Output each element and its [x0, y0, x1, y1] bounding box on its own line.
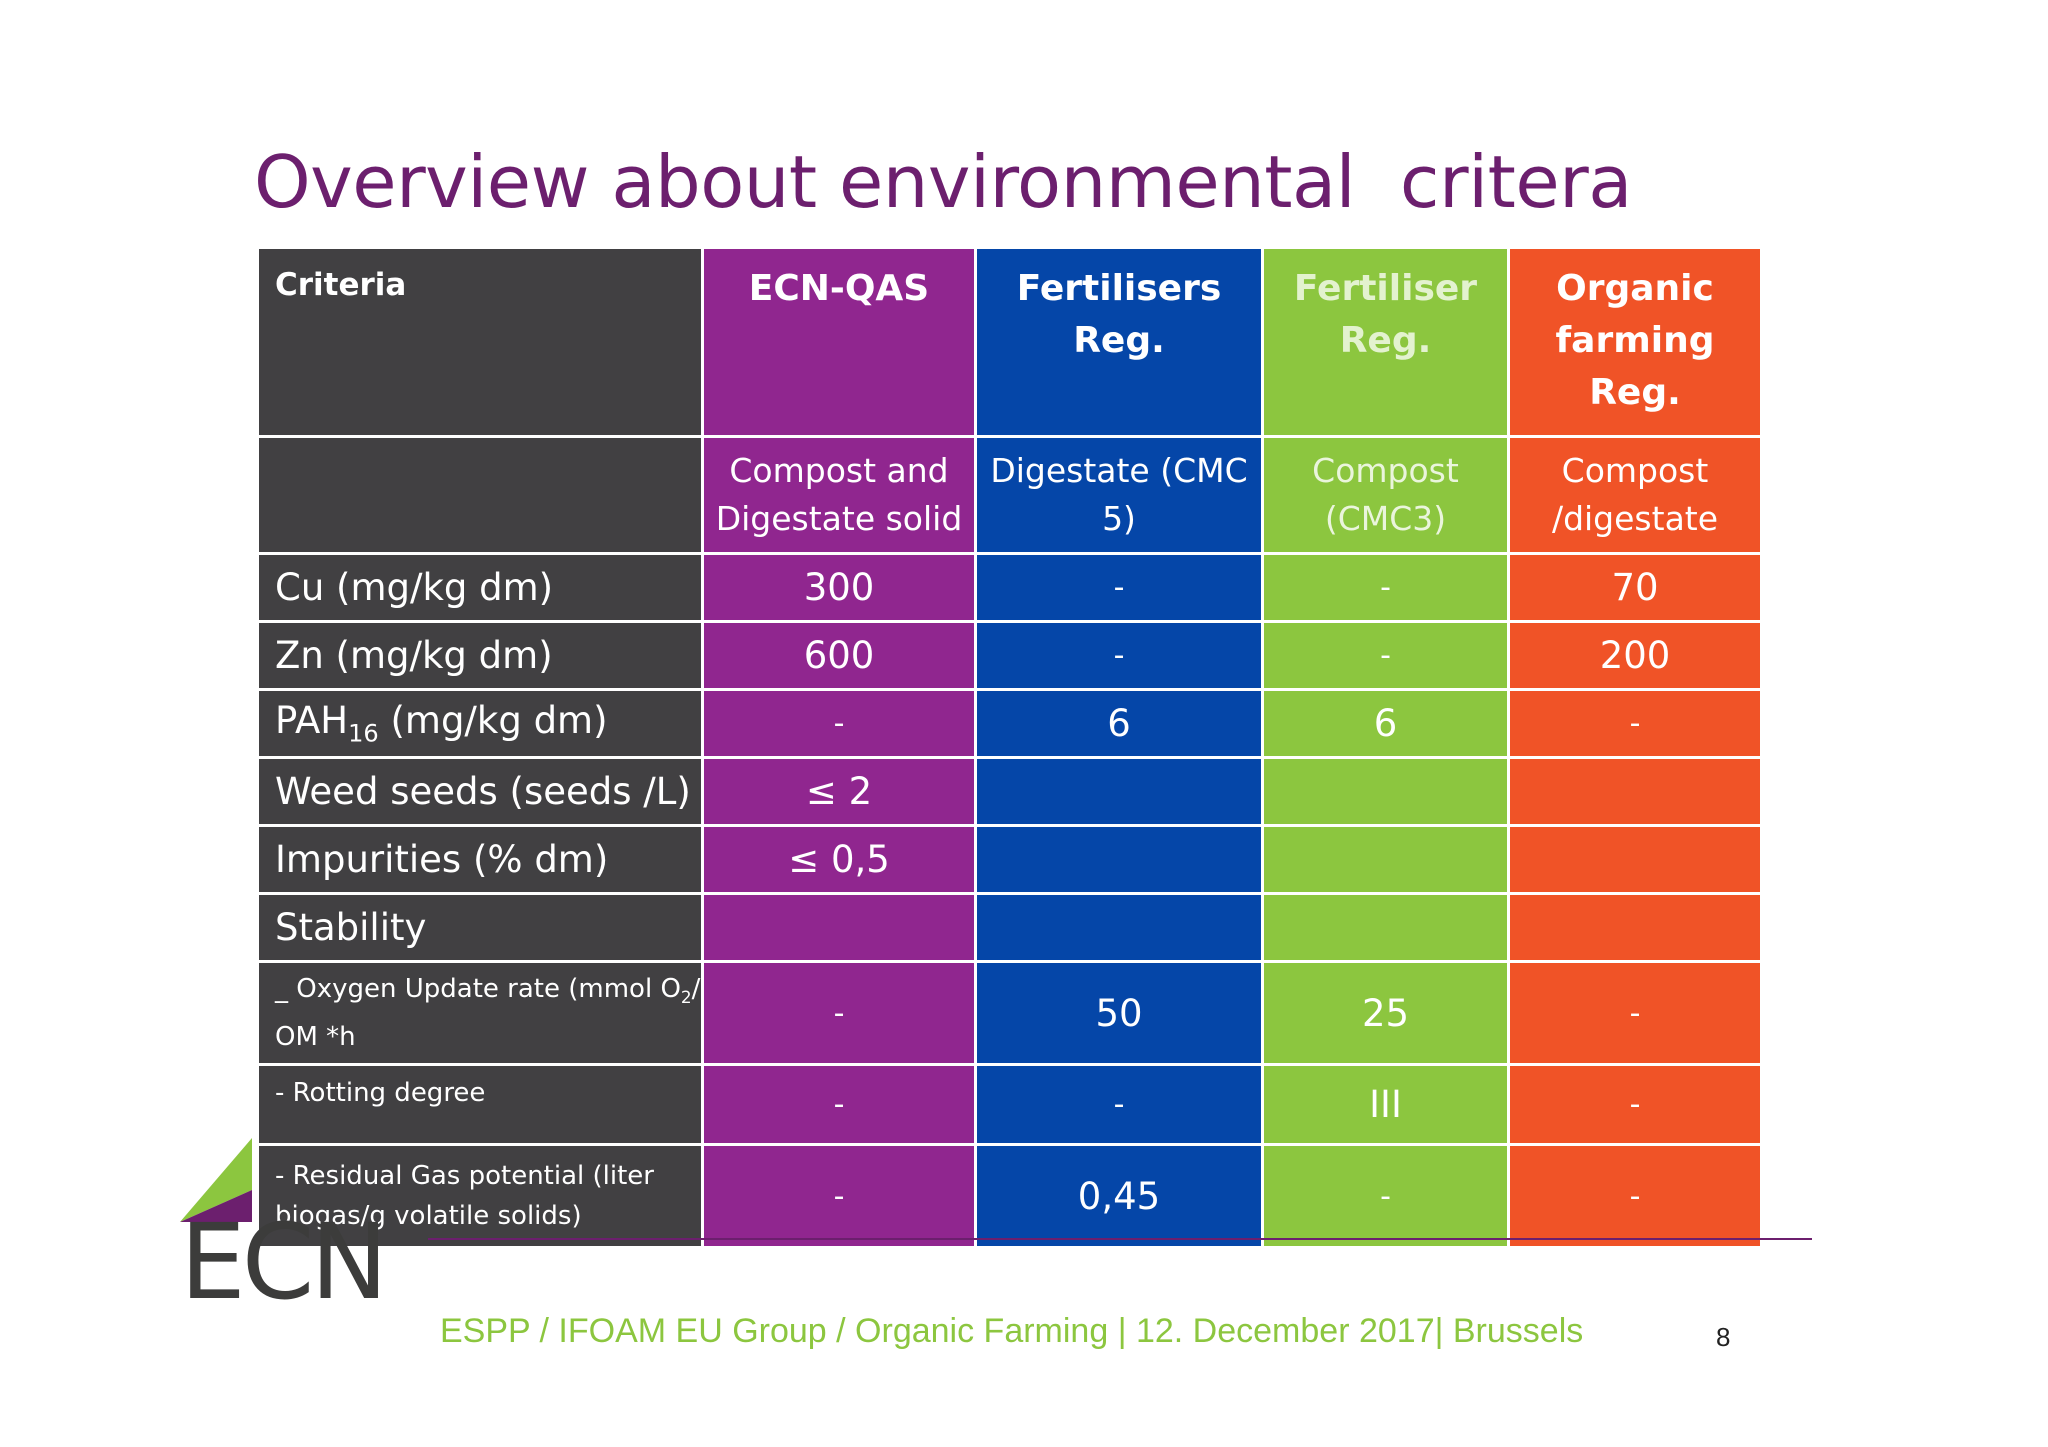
table-row: PAH16 (mg/kg dm) -6 6- [259, 691, 1760, 756]
table-row: Impurities (% dm) ≤ 0,5 [259, 827, 1760, 892]
cell-ecn-qas: - [704, 963, 974, 1063]
cell-fertilisers-reg [977, 759, 1261, 824]
cell-ecn-qas [704, 895, 974, 960]
row-label-subscript: 16 [348, 719, 379, 748]
footer-text: ESPP / IFOAM EU Group / Organic Farming … [440, 1312, 1584, 1350]
header-fertilisers-reg: Fertilisers Reg. [977, 249, 1261, 435]
cell-organic-farming-reg [1510, 827, 1760, 892]
row-label: Zn (mg/kg dm) [259, 623, 701, 688]
cell-fertiliser-reg: III [1264, 1066, 1507, 1143]
subheader-organic-farming-reg: Compost /digestate [1510, 438, 1760, 552]
cell-organic-farming-reg: - [1510, 963, 1760, 1063]
cell-ecn-qas: - [704, 1066, 974, 1143]
header-organic-farming-reg: Organic farming Reg. [1510, 249, 1760, 435]
cell-organic-farming-reg [1510, 895, 1760, 960]
row-label-main: PAH [275, 699, 349, 743]
cell-fertilisers-reg: 6 [977, 691, 1261, 756]
ecn-logo-mark [180, 1138, 252, 1222]
table-row: - Residual Gas potential (liter biogas/g… [259, 1146, 1760, 1246]
table-row: Cu (mg/kg dm) 300- -70 [259, 555, 1760, 620]
row-label-main: _ Oxygen Update rate (mmol O [275, 973, 681, 1004]
page-number: 8 [1716, 1322, 1731, 1352]
row-label: - Residual Gas potential (liter biogas/g… [259, 1146, 701, 1246]
cell-fertilisers-reg: 50 [977, 963, 1261, 1063]
ecn-logo-text: ECN [180, 1201, 388, 1323]
cell-organic-farming-reg: - [1510, 1146, 1760, 1246]
cell-organic-farming-reg: - [1510, 691, 1760, 756]
cell-ecn-qas: - [704, 1146, 974, 1246]
cell-fertilisers-reg: - [977, 555, 1261, 620]
subheader-criteria [259, 438, 701, 552]
header-ecn-qas: ECN-QAS [704, 249, 974, 435]
subheader-fertiliser-reg: Compost (CMC3) [1264, 438, 1507, 552]
row-label: Cu (mg/kg dm) [259, 555, 701, 620]
cell-fertiliser-reg: - [1264, 1146, 1507, 1246]
cell-fertiliser-reg [1264, 759, 1507, 824]
cell-fertiliser-reg [1264, 895, 1507, 960]
cell-fertiliser-reg: 25 [1264, 963, 1507, 1063]
table-row: Zn (mg/kg dm) 600- -200 [259, 623, 1760, 688]
header-fertiliser-reg: Fertiliser Reg. [1264, 249, 1507, 435]
criteria-table: Criteria ECN-QAS Fertilisers Reg. Fertil… [256, 246, 1763, 1249]
row-label: - Rotting degree [259, 1066, 701, 1143]
cell-organic-farming-reg: 200 [1510, 623, 1760, 688]
slide-title: Overview about environmental critera [254, 140, 1632, 224]
cell-organic-farming-reg: 70 [1510, 555, 1760, 620]
row-label-subscript: 2 [680, 987, 692, 1008]
cell-organic-farming-reg: - [1510, 1066, 1760, 1143]
subheader-ecn-qas: Compost and Digestate solid [704, 438, 974, 552]
cell-fertilisers-reg [977, 895, 1261, 960]
footer-divider [428, 1238, 1812, 1240]
table-header-row: Criteria ECN-QAS Fertilisers Reg. Fertil… [259, 249, 1760, 435]
cell-fertilisers-reg: - [977, 1066, 1261, 1143]
table-subheader-row: Compost and Digestate solid Digestate (C… [259, 438, 1760, 552]
cell-fertiliser-reg: - [1264, 555, 1507, 620]
row-label: PAH16 (mg/kg dm) [259, 691, 701, 756]
table-row: Weed seeds (seeds /L) ≤ 2 [259, 759, 1760, 824]
row-label-rest: / OM *h [275, 973, 701, 1053]
cell-ecn-qas: ≤ 0,5 [704, 827, 974, 892]
table-row: - Rotting degree - - III - [259, 1066, 1760, 1143]
cell-ecn-qas: 600 [704, 623, 974, 688]
header-criteria: Criteria [259, 249, 701, 435]
cell-ecn-qas: ≤ 2 [704, 759, 974, 824]
cell-fertiliser-reg: - [1264, 623, 1507, 688]
table-row: _ Oxygen Update rate (mmol O2/ OM *h -50 2… [259, 963, 1760, 1063]
row-label-rest: (mg/kg dm) [378, 699, 608, 743]
cell-ecn-qas: - [704, 691, 974, 756]
cell-fertilisers-reg [977, 827, 1261, 892]
row-label: Impurities (% dm) [259, 827, 701, 892]
table-row: Stability [259, 895, 1760, 960]
cell-fertilisers-reg: 0,45 [977, 1146, 1261, 1246]
cell-fertilisers-reg: - [977, 623, 1261, 688]
row-label: Stability [259, 895, 701, 960]
cell-fertiliser-reg [1264, 827, 1507, 892]
cell-organic-farming-reg [1510, 759, 1760, 824]
cell-ecn-qas: 300 [704, 555, 974, 620]
subheader-fertilisers-reg: Digestate (CMC 5) [977, 438, 1261, 552]
row-label: _ Oxygen Update rate (mmol O2/ OM *h [259, 963, 701, 1063]
row-label: Weed seeds (seeds /L) [259, 759, 701, 824]
cell-fertiliser-reg: 6 [1264, 691, 1507, 756]
